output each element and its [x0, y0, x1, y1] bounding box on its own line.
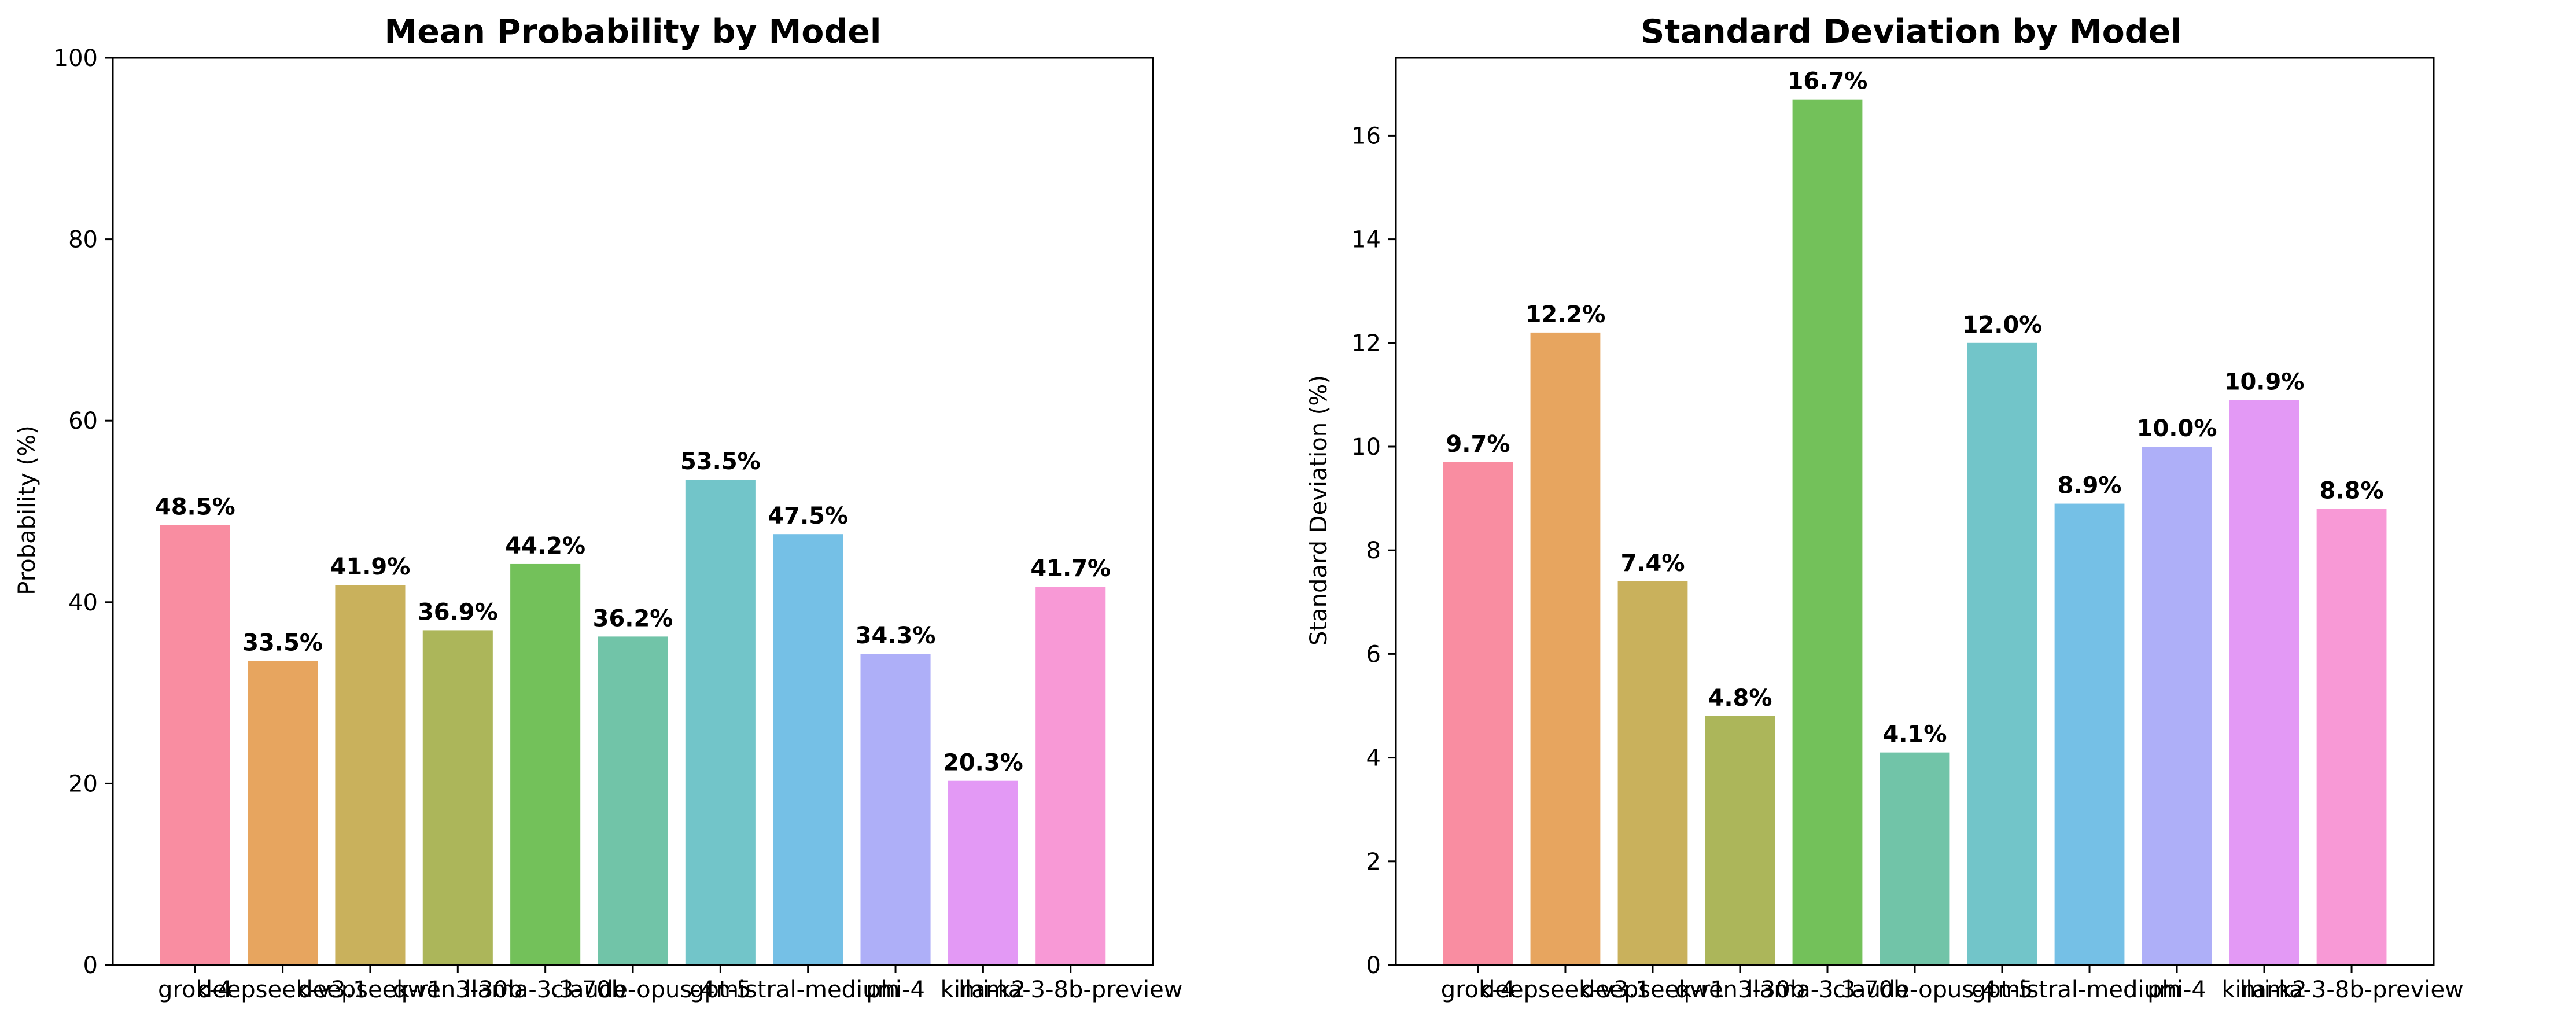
y-tick-label-1: 2	[1366, 849, 1381, 875]
plot-area: 48.5% 33.5% 41.9% 36.9% 44.2% 36.2% 53.5% 47.5%…	[54, 45, 1183, 1003]
y-tick-label-5: 100	[54, 45, 98, 72]
data-label-8: 34.3%	[856, 622, 936, 649]
data-label-1: 33.5%	[242, 630, 323, 657]
bar-7	[773, 534, 843, 965]
bar-7	[2054, 503, 2125, 965]
bar-6	[685, 480, 756, 965]
data-label-7: 47.5%	[768, 503, 848, 529]
x-tick-label-5: claude-opus-4	[551, 977, 715, 1003]
y-axis-label: Standard Deviation (%)	[1306, 375, 1332, 646]
data-label-4: 44.2%	[505, 533, 585, 559]
x-tick-label-8: phi-4	[866, 977, 925, 1003]
x-tick-label-0: grok-4	[1441, 977, 1515, 1003]
bar-9	[948, 780, 1018, 965]
x-tick-label-7: mistral-medium	[716, 977, 900, 1003]
y-tick-label-6: 12	[1351, 330, 1381, 357]
y-tick-label-8: 16	[1351, 123, 1381, 149]
standard-deviation-chart: Standard Deviation by Model Standard Dev…	[1306, 13, 2464, 1003]
x-tick-label-10: llama-3-8b-preview	[2239, 977, 2463, 1003]
data-label-3: 36.9%	[418, 599, 498, 625]
data-label-5: 4.1%	[1883, 721, 1947, 748]
x-tick-label-9: kimi-k2	[2221, 977, 2306, 1003]
data-label-6: 12.0%	[1962, 312, 2043, 338]
bar-0	[1443, 462, 1513, 965]
y-tick-label-3: 6	[1366, 641, 1381, 668]
data-label-2: 7.4%	[1621, 550, 1685, 577]
bar-2	[335, 585, 406, 965]
bar-5	[1880, 752, 1950, 965]
y-tick-label-0: 0	[1366, 952, 1381, 979]
data-label-10: 41.7%	[1030, 555, 1111, 582]
x-tick-label-8: phi-4	[2147, 977, 2206, 1003]
x-tick-label-2: deepseek-r1	[298, 977, 443, 1003]
bar-3	[1705, 716, 1775, 965]
bar-3	[422, 630, 493, 965]
bar-10	[2316, 509, 2387, 965]
data-label-8: 10.0%	[2137, 415, 2217, 442]
y-tick-label-4: 8	[1366, 537, 1381, 564]
x-tick-label-1: deepseek-v3.1	[1480, 977, 1650, 1003]
x-tick-label-3: qwen3-30b	[1675, 977, 1805, 1003]
data-label-9: 10.9%	[2224, 369, 2305, 395]
bar-1	[248, 661, 318, 965]
x-tick-label-6: gpt-5	[690, 977, 751, 1003]
data-label-1: 12.2%	[1525, 301, 1606, 328]
x-tick-label-0: grok-4	[158, 977, 232, 1003]
data-label-0: 48.5%	[155, 494, 235, 521]
bar-5	[598, 636, 668, 965]
x-tick-label-7: mistral-medium	[1998, 977, 2181, 1003]
bar-1	[1530, 332, 1601, 965]
data-label-2: 41.9%	[330, 554, 411, 580]
data-label-6: 53.5%	[680, 448, 761, 475]
bar-10	[1035, 587, 1106, 965]
x-tick-label-2: deepseek-r1	[1580, 977, 1725, 1003]
x-tick-label-5: claude-opus-4	[1833, 977, 1997, 1003]
y-tick-label-4: 80	[68, 227, 98, 253]
x-tick-label-3: qwen3-30b	[393, 977, 522, 1003]
y-axis-label: Probability (%)	[14, 425, 40, 595]
bar-2	[1617, 581, 1688, 965]
x-tick-label-4: llama-3.3-70b	[1746, 977, 1908, 1003]
data-label-7: 8.9%	[2058, 473, 2122, 499]
chart-title: Mean Probability by Model	[385, 13, 882, 51]
y-tick-label-2: 40	[68, 590, 98, 616]
data-label-4: 16.7%	[1788, 68, 1868, 95]
chart-title: Standard Deviation by Model	[1641, 13, 2182, 51]
bar-0	[160, 525, 230, 965]
y-tick-label-7: 14	[1351, 227, 1381, 253]
bar-8	[860, 654, 931, 965]
data-label-10: 8.8%	[2320, 478, 2384, 504]
y-tick-label-0: 0	[83, 952, 98, 979]
y-tick-label-3: 60	[68, 408, 98, 434]
bar-6	[1967, 342, 2037, 965]
y-tick-label-2: 4	[1366, 745, 1381, 772]
y-tick-label-5: 10	[1351, 434, 1381, 461]
data-label-3: 4.8%	[1708, 685, 1772, 712]
x-tick-label-6: gpt-5	[1971, 977, 2033, 1003]
x-tick-label-4: llama-3.3-70b	[465, 977, 626, 1003]
x-tick-label-9: kimi-k2	[941, 977, 1026, 1003]
x-tick-label-10: llama-3-8b-preview	[959, 977, 1182, 1003]
data-label-5: 36.2%	[593, 605, 673, 632]
y-tick-label-1: 20	[68, 771, 98, 797]
data-label-9: 20.3%	[943, 750, 1023, 776]
data-label-0: 9.7%	[1446, 431, 1510, 458]
bar-9	[2229, 400, 2299, 965]
mean-probability-chart: Mean Probability by Model Probability (%…	[14, 13, 1182, 1003]
bar-4	[1792, 99, 1863, 966]
plot-area: 9.7% 12.2% 7.4% 4.8% 16.7% 4.1% 12.0% 8.9% 10.0%…	[1351, 57, 2464, 1003]
x-tick-label-1: deepseek-v3.1	[198, 977, 368, 1003]
bar-4	[510, 563, 581, 965]
bar-8	[2142, 447, 2212, 965]
